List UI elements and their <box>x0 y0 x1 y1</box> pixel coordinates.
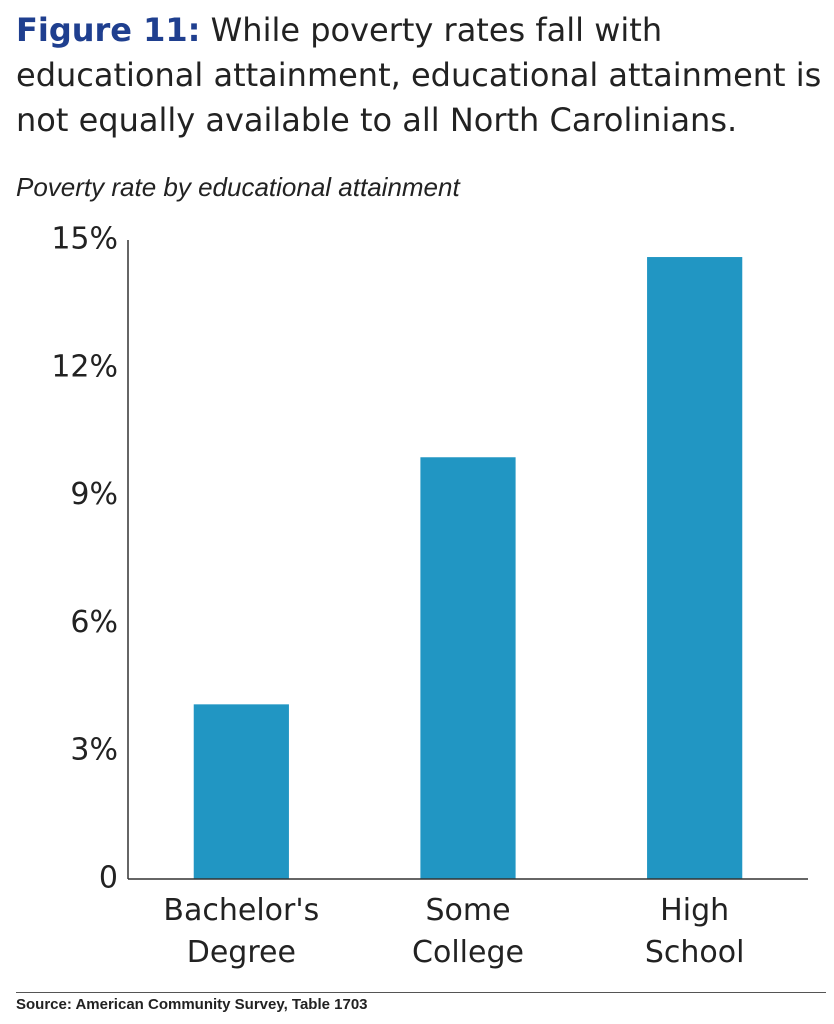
y-tick-label: 9% <box>70 477 118 512</box>
y-tick-label: 12% <box>51 349 118 384</box>
subtitle: Poverty rate by educational attainment <box>16 172 460 202</box>
bar <box>647 257 743 879</box>
y-tick-label: 0 <box>99 861 118 896</box>
divider <box>16 992 826 993</box>
x-tick-label: Some College <box>412 893 524 970</box>
source: Source: American Community Survey, Table… <box>16 996 368 1013</box>
title-block: Figure 11: While poverty rates fall with… <box>16 8 826 143</box>
y-tick-label: 6% <box>70 605 118 640</box>
x-tick-label: Bachelor's Degree <box>163 893 320 970</box>
x-tick-label: High School <box>644 893 745 970</box>
bar <box>420 457 516 879</box>
y-tick-label: 15% <box>51 222 118 257</box>
chart-title: While poverty rates fall with educationa… <box>16 11 822 139</box>
figure-label: Figure 11: <box>16 11 201 49</box>
y-tick-label: 3% <box>70 733 118 768</box>
bar <box>193 704 289 879</box>
